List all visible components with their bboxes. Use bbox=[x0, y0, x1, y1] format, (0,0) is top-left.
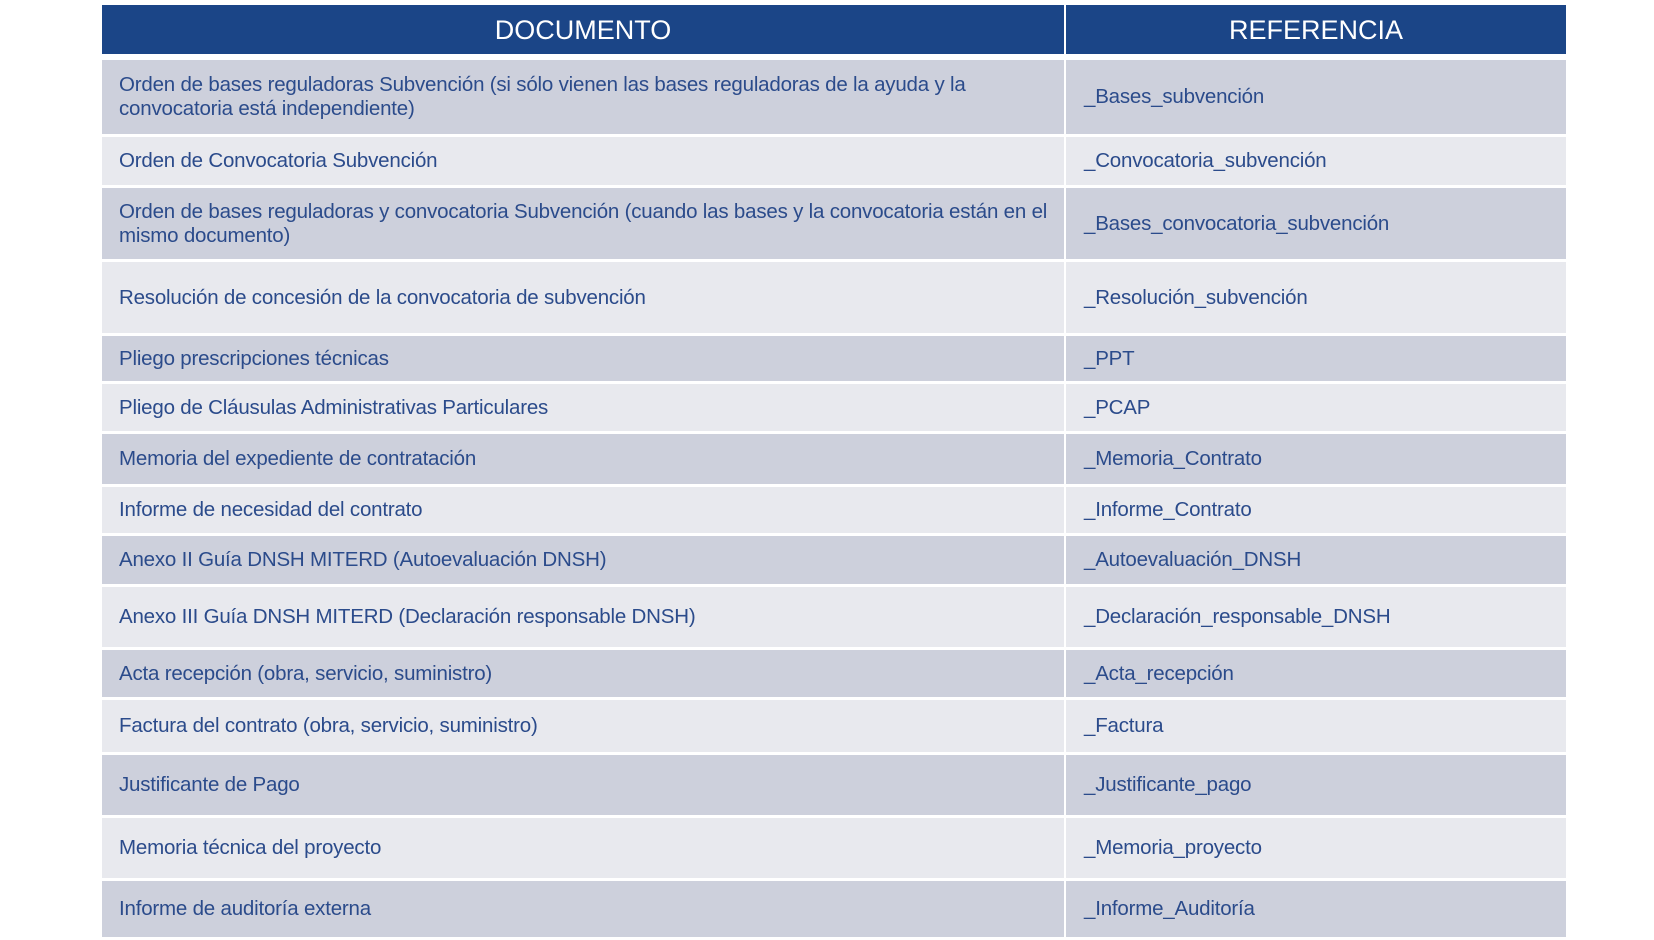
table-row: Pliego prescripciones técnicas _PPT bbox=[102, 336, 1566, 381]
table-row: Informe de auditoría externa _Informe_Aud… bbox=[102, 881, 1566, 937]
document-reference-table: DOCUMENTO REFERENCIA Orden de bases regu… bbox=[102, 5, 1566, 940]
documento-cell: Informe de necesidad del contrato bbox=[102, 487, 1064, 533]
documento-cell: Pliego prescripciones técnicas bbox=[102, 336, 1064, 381]
referencia-cell: _Bases_convocatoria_subvención bbox=[1066, 188, 1566, 259]
header-documento: DOCUMENTO bbox=[102, 5, 1064, 54]
referencia-cell: _Bases_subvención bbox=[1066, 60, 1566, 134]
documento-cell: Informe de auditoría externa bbox=[102, 881, 1064, 937]
table-row: Orden de bases reguladoras y convocatori… bbox=[102, 188, 1566, 259]
referencia-cell: _Memoria_proyecto bbox=[1066, 818, 1566, 878]
table-row: Orden de bases reguladoras Subvención (s… bbox=[102, 60, 1566, 134]
documento-cell: Justificante de Pago bbox=[102, 755, 1064, 815]
referencia-cell: _Convocatoria_subvención bbox=[1066, 137, 1566, 185]
documento-cell: Pliego de Cláusulas Administrativas Part… bbox=[102, 384, 1064, 431]
documento-cell: Anexo III Guía DNSH MITERD (Declaración … bbox=[102, 587, 1064, 647]
documento-cell: Anexo II Guía DNSH MITERD (Autoevaluació… bbox=[102, 536, 1064, 584]
referencia-cell: _Declaración_responsable_DNSH bbox=[1066, 587, 1566, 647]
referencia-cell: _Informe_Auditoría bbox=[1066, 881, 1566, 937]
documento-cell: Factura del contrato (obra, servicio, su… bbox=[102, 700, 1064, 752]
referencia-cell: _Informe_Contrato bbox=[1066, 487, 1566, 533]
documento-cell: Orden de Convocatoria Subvención bbox=[102, 137, 1064, 185]
table-row: Memoria técnica del proyecto _Memoria_pro… bbox=[102, 818, 1566, 878]
referencia-cell: _Autoevaluación_DNSH bbox=[1066, 536, 1566, 584]
table-header: DOCUMENTO REFERENCIA bbox=[102, 5, 1566, 54]
table-row: Acta recepción (obra, servicio, suminist… bbox=[102, 650, 1566, 697]
table-row: Factura del contrato (obra, servicio, su… bbox=[102, 700, 1566, 752]
table-row: Pliego de Cláusulas Administrativas Part… bbox=[102, 384, 1566, 431]
referencia-cell: _Memoria_Contrato bbox=[1066, 434, 1566, 484]
documento-cell: Orden de bases reguladoras Subvención (s… bbox=[102, 60, 1064, 134]
table-row: Orden de Convocatoria Subvención _Convoca… bbox=[102, 137, 1566, 185]
table-row: Anexo III Guía DNSH MITERD (Declaración … bbox=[102, 587, 1566, 647]
referencia-cell: _PPT bbox=[1066, 336, 1566, 381]
table-row: Memoria del expediente de contratación _M… bbox=[102, 434, 1566, 484]
documento-cell: Resolución de concesión de la convocator… bbox=[102, 262, 1064, 333]
table-row: Informe de necesidad del contrato _Inform… bbox=[102, 487, 1566, 533]
documento-cell: Orden de bases reguladoras y convocatori… bbox=[102, 188, 1064, 259]
table-row: Anexo II Guía DNSH MITERD (Autoevaluació… bbox=[102, 536, 1566, 584]
referencia-cell: _PCAP bbox=[1066, 384, 1566, 431]
referencia-cell: _Resolución_subvención bbox=[1066, 262, 1566, 333]
table-row: Justificante de Pago _Justificante_pago bbox=[102, 755, 1566, 815]
header-referencia: REFERENCIA bbox=[1066, 5, 1566, 54]
referencia-cell: _Justificante_pago bbox=[1066, 755, 1566, 815]
referencia-cell: _Acta_recepción bbox=[1066, 650, 1566, 697]
table-row: Resolución de concesión de la convocator… bbox=[102, 262, 1566, 333]
referencia-cell: _Factura bbox=[1066, 700, 1566, 752]
documento-cell: Acta recepción (obra, servicio, suminist… bbox=[102, 650, 1064, 697]
documento-cell: Memoria del expediente de contratación bbox=[102, 434, 1064, 484]
documento-cell: Memoria técnica del proyecto bbox=[102, 818, 1064, 878]
